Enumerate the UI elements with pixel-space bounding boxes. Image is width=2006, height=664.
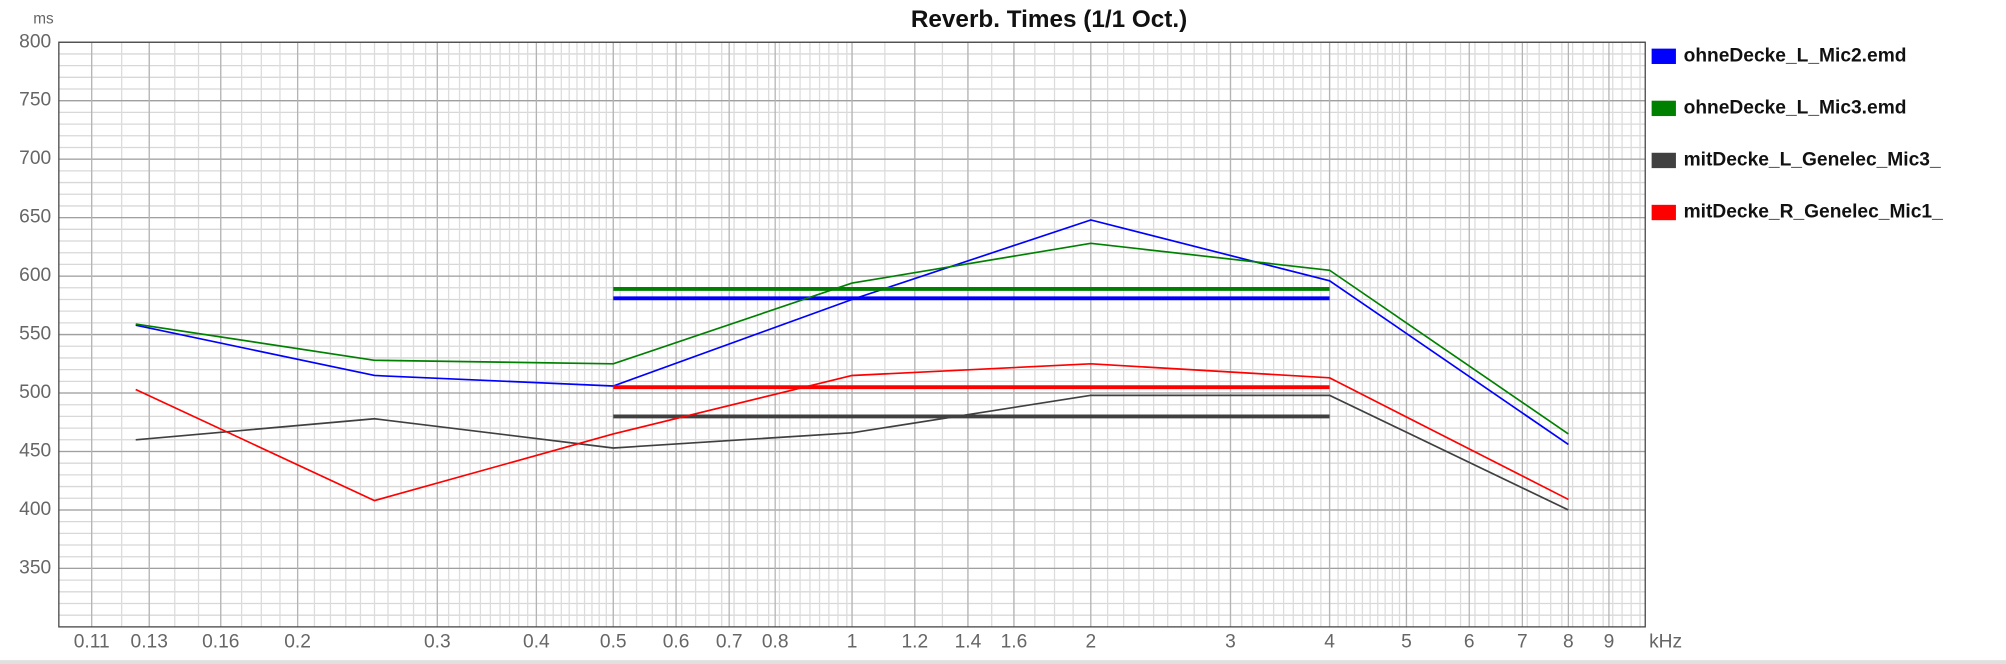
x-tick-label: 0.7	[716, 631, 743, 652]
legend-label: ohneDecke_L_Mic3.emd	[1684, 97, 1907, 118]
y-tick-label: 400	[19, 499, 51, 520]
x-tick-label: 5	[1401, 631, 1412, 652]
y-tick-label: 550	[19, 324, 51, 345]
series-line	[135, 362, 1569, 502]
x-tick-label: 1	[847, 631, 858, 652]
x-tick-label: 3	[1225, 631, 1236, 652]
status-strip	[0, 660, 2006, 664]
legend-swatch	[1651, 48, 1676, 64]
x-tick-label: 0.2	[284, 631, 311, 652]
x-unit: kHz	[1649, 631, 1682, 652]
x-tick-label: 0.3	[424, 631, 451, 652]
x-tick-label: 9	[1604, 631, 1615, 652]
y-tick-label: 350	[19, 557, 51, 578]
x-tick-label: 8	[1563, 631, 1574, 652]
legend-swatch	[1651, 152, 1676, 169]
x-tick-label: 6	[1464, 631, 1475, 652]
x-tick-label: 0.6	[663, 631, 690, 652]
x-tick-label: 0.13	[131, 631, 168, 652]
y-tick-label: 800	[19, 31, 51, 52]
legend-swatch	[1651, 100, 1676, 117]
x-tick-label: 0.5	[600, 631, 627, 652]
x-tick-label: 1.6	[1001, 631, 1028, 652]
legend-label: ohneDecke_L_Mic2.emd	[1684, 45, 1907, 66]
y-tick-label: 650	[19, 207, 51, 228]
series-line	[135, 242, 1569, 435]
y-tick-label: 700	[19, 148, 51, 169]
y-tick-label: 450	[19, 441, 51, 462]
x-tick-label: 2	[1085, 631, 1096, 652]
x-tick-label: 0.8	[762, 631, 789, 652]
y-tick-label: 600	[19, 265, 51, 286]
x-tick-label: 4	[1324, 631, 1335, 652]
series-line	[135, 394, 1569, 511]
x-tick-label: 1.2	[902, 631, 929, 652]
legend-label: mitDecke_R_Genelec_Mic1_	[1684, 202, 1944, 223]
x-tick-label: 0.16	[202, 631, 239, 652]
x-tick-label: 1.4	[955, 631, 982, 652]
x-tick-label: 0.4	[523, 631, 550, 652]
y-tick-label: 750	[19, 90, 51, 111]
x-tick-label: 0.11	[74, 631, 110, 652]
x-tick-label: 7	[1517, 631, 1528, 652]
y-unit: ms	[33, 10, 54, 27]
legend-swatch	[1651, 204, 1676, 221]
plot-frame	[58, 41, 1646, 628]
legend-label: mitDecke_L_Genelec_Mic3_	[1684, 150, 1941, 171]
y-tick-label: 500	[19, 382, 51, 403]
chart-title: Reverb. Times (1/1 Oct.)	[911, 6, 1187, 33]
